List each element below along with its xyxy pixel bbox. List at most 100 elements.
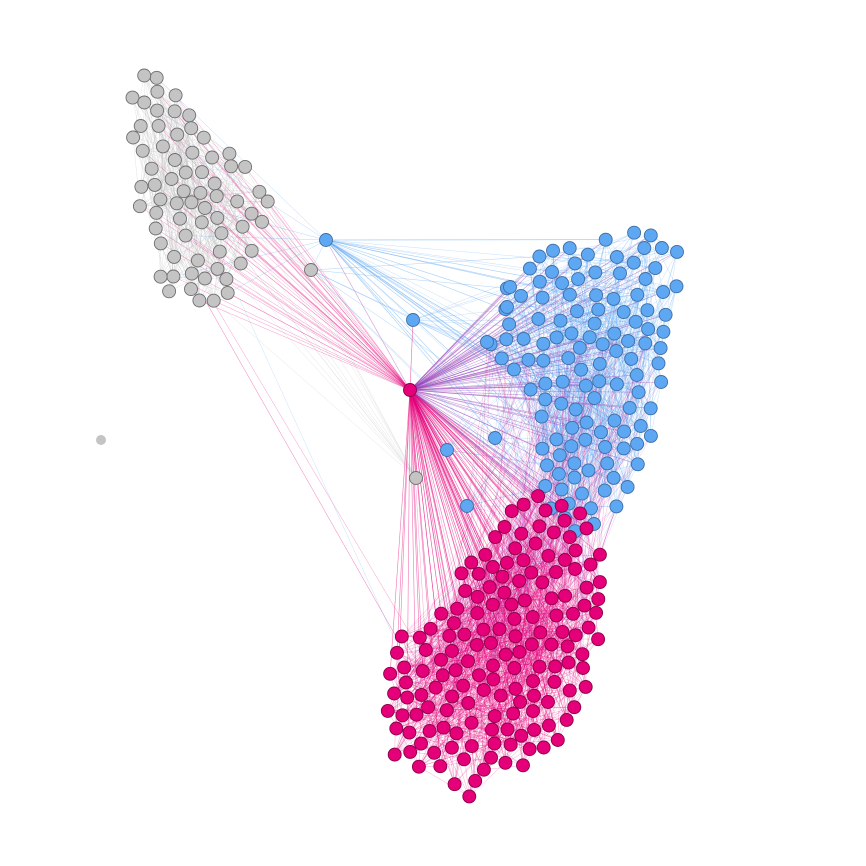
pink-node [589, 605, 604, 620]
gray-node [153, 269, 168, 284]
gray-edge [144, 102, 190, 116]
blue-edge [580, 262, 635, 370]
gray-edge [157, 91, 312, 271]
blue-node [503, 280, 517, 294]
pink-node [390, 645, 404, 660]
pink-node [546, 525, 561, 540]
blue-node [535, 441, 550, 456]
blue-edge [325, 239, 553, 273]
pink-edge [443, 638, 599, 728]
pink-node [498, 755, 513, 770]
blue-node [578, 378, 593, 393]
blue-node [592, 356, 607, 371]
pink-edge [532, 632, 541, 682]
gray-edge [156, 110, 176, 161]
blue-node [581, 463, 596, 478]
cross-edge [513, 369, 599, 600]
gray-edge [176, 203, 218, 219]
gray-edge [132, 137, 141, 207]
pink-node [513, 694, 528, 709]
pink-edge [483, 555, 549, 630]
gray-edge [226, 226, 243, 280]
pink-edge [523, 510, 546, 561]
blue-edge [568, 477, 614, 504]
gray-node [166, 269, 181, 284]
hub-edge [237, 201, 411, 391]
cross-edge [409, 358, 502, 391]
hub-edge [267, 201, 411, 391]
cross-edge [581, 493, 584, 669]
hub-edge [203, 137, 411, 391]
pink-node [504, 504, 519, 519]
gray-node [167, 104, 182, 119]
cross-edge [531, 463, 575, 573]
pink-edge [483, 706, 575, 770]
blue-edge [556, 283, 563, 440]
blue-edge [606, 273, 621, 464]
cross-edge [393, 506, 617, 694]
blue-edge [595, 272, 664, 332]
pink-node [444, 740, 459, 755]
gray-edge [141, 125, 159, 187]
gray-edge [144, 102, 152, 169]
pink-edge [419, 637, 495, 744]
bridge-edge [310, 269, 507, 289]
cross-edge [430, 359, 529, 629]
bridge-edge [325, 239, 562, 490]
blue-edge [513, 295, 522, 370]
blue-node [616, 441, 631, 456]
pink-node [506, 706, 521, 721]
pink-edge [407, 675, 443, 698]
pink-node [497, 520, 512, 534]
gray-edge [201, 213, 252, 223]
pink-node [434, 652, 448, 667]
blue-node [514, 288, 528, 303]
gray-node [252, 184, 267, 199]
gray-edge [160, 232, 222, 277]
pink-edge [510, 550, 576, 745]
pink-node [516, 497, 531, 512]
pink-node [487, 709, 502, 724]
blue-edge [571, 251, 678, 447]
pink-edge [515, 520, 565, 689]
bridge-edge [325, 239, 632, 360]
hub-edge [409, 389, 441, 767]
gray-edge [156, 201, 268, 214]
pink-node [456, 678, 471, 693]
gray-edge [171, 111, 175, 180]
blue-node [551, 467, 566, 481]
blue-node [600, 456, 615, 471]
gray-node [153, 236, 168, 251]
blue-node [629, 368, 644, 382]
pink-edge [418, 694, 422, 767]
blue-node [670, 244, 684, 259]
pink-edge [532, 666, 556, 712]
hub-edge [226, 278, 411, 391]
gray-edge [156, 110, 221, 252]
gray-node [178, 228, 193, 243]
blue-node [538, 479, 553, 493]
gray-node [169, 196, 184, 211]
pink-node [487, 736, 502, 751]
gray-edge [160, 199, 220, 252]
pink-node [541, 718, 556, 733]
gray-edge [142, 137, 204, 152]
pink-node [409, 707, 424, 722]
pink-node [476, 622, 491, 637]
node-connector-lower-blue [440, 443, 454, 457]
gray-edge [156, 153, 230, 213]
blue-edge [574, 409, 576, 464]
blue-node [624, 351, 639, 366]
cross-edge [419, 403, 562, 638]
pink-edge [440, 613, 574, 661]
gray-edge [217, 166, 232, 218]
blue-node [538, 392, 553, 407]
pink-node [514, 526, 529, 541]
blue-edge [562, 267, 656, 382]
gray-edge [174, 153, 230, 161]
cross-edge [425, 455, 560, 651]
gray-edge [185, 235, 228, 294]
blue-edge [542, 286, 677, 449]
blue-edge [616, 347, 661, 352]
